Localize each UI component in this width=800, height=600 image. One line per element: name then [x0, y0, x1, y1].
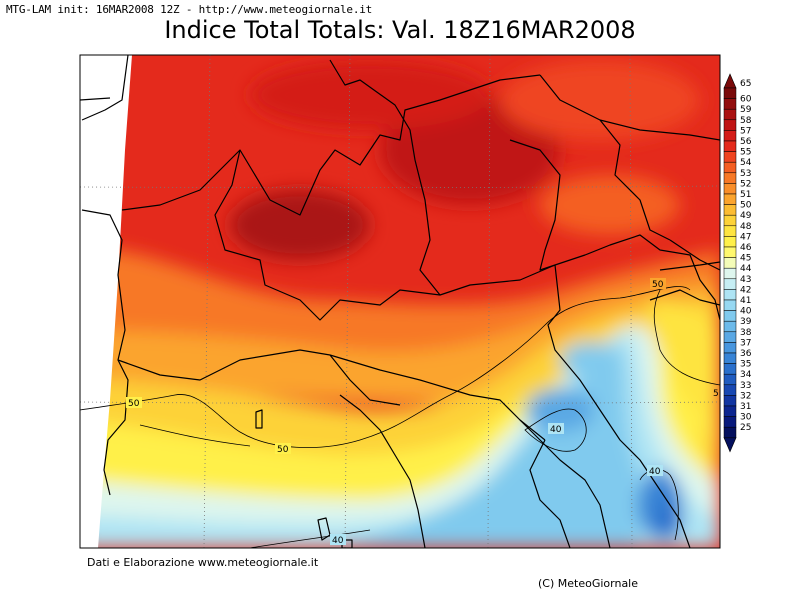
colorbar-swatch: [723, 320, 737, 333]
colorbar-swatch: [723, 151, 737, 163]
colorbar-label: 47: [740, 232, 751, 242]
colorbar-label: 59: [740, 105, 752, 115]
colorbar-swatch: [723, 267, 737, 280]
colorbar-swatch: [723, 98, 737, 110]
map-title: Indice Total Totals: Val. 18Z16MAR2008: [164, 16, 636, 44]
colorbar-swatch: [723, 278, 737, 290]
contour-label: 40: [550, 425, 562, 435]
colorbar-label: 56: [740, 137, 752, 147]
colorbar-swatch: [723, 214, 737, 227]
colorbar-label: 42: [740, 285, 751, 295]
init-info-line: MTG-LAM init: 16MAR2008 12Z - http://www…: [6, 3, 373, 16]
copyright-text: (C) MeteoGiornale: [538, 577, 639, 590]
map-frame: [79, 54, 721, 549]
colorbar-low-arrow: [723, 437, 737, 453]
colorbar-swatch: [723, 119, 737, 131]
colorbar-label: 31: [740, 402, 751, 412]
colorbar-label: 54: [740, 158, 752, 168]
borders: [80, 55, 720, 548]
colorbar-swatch: [723, 108, 737, 121]
colorbar-label: 53: [740, 169, 751, 179]
colorbar-swatch: [723, 130, 737, 142]
colorbar-label: 35: [740, 360, 751, 370]
colorbar-swatch: [723, 140, 737, 152]
contour-label: 40: [332, 536, 344, 546]
contour-label-group: 50 50 50 40 40 40 5: [126, 278, 719, 546]
colorbar-label: 57: [740, 126, 751, 136]
colorbar-swatch: [723, 257, 737, 269]
colorbar-label: 39: [740, 317, 752, 327]
contour-label: 50: [128, 399, 140, 409]
no-data-area: [80, 55, 132, 548]
map-field: [80, 55, 720, 548]
colorbar-label: 45: [740, 254, 751, 264]
colorbar-label: 44: [740, 264, 752, 274]
colorbar-label: 48: [740, 222, 752, 232]
contour-label: 5: [713, 389, 719, 399]
colorbar-swatch: [723, 87, 737, 99]
colorbar-swatch: [723, 299, 737, 311]
colorbar-swatch: [723, 352, 737, 364]
contour-label: 40: [649, 467, 661, 477]
field-bands: [80, 60, 720, 548]
colorbar-label: 34: [740, 370, 752, 380]
colorbar-label: 32: [740, 391, 751, 401]
colorbar-swatch: [723, 373, 737, 386]
colorbar-label: 60: [740, 95, 752, 105]
contour-label: 50: [652, 280, 664, 290]
colorbar-swatch: [723, 395, 737, 407]
contour-label: 50: [277, 445, 289, 455]
colorbar-swatch: [723, 289, 737, 301]
colorbar-swatch: [723, 331, 737, 343]
colorbar-swatch: [723, 310, 737, 322]
lat-lon-grid: [80, 55, 720, 548]
colorbar-swatch: [723, 161, 737, 174]
colorbar-label: 36: [740, 349, 752, 359]
colorbar-swatch: [723, 225, 737, 237]
colorbar-swatch: [723, 405, 737, 417]
colorbar-swatch: [723, 236, 737, 248]
colorbar-label: 51: [740, 190, 751, 200]
colorbar-swatch: [723, 342, 737, 354]
colorbar-swatch: [723, 416, 737, 428]
colorbar-swatch: [723, 183, 737, 195]
colorbar-label: 49: [740, 211, 752, 221]
colorbar-label: 43: [740, 275, 751, 285]
colorbar-label: 30: [740, 413, 752, 423]
colorbar-swatch: [723, 384, 737, 396]
colorbar-swatch: [723, 204, 737, 216]
colorbar-swatch: [723, 246, 737, 258]
colorbar: 65 60595857565554535251504948474645444342…: [723, 73, 752, 453]
colorbar-label: 46: [740, 243, 752, 253]
colorbar-label: 41: [740, 296, 751, 306]
colorbar-label: 33: [740, 381, 751, 391]
colorbar-label: 38: [740, 328, 752, 338]
colorbar-label: 55: [740, 148, 751, 158]
credits-text: Dati e Elaborazione www.meteogiornale.it: [87, 556, 319, 569]
colorbar-swatch: [723, 193, 737, 205]
colorbar-label: 50: [740, 201, 752, 211]
colorbar-swatch: [723, 426, 737, 439]
colorbar-label: 37: [740, 338, 751, 348]
colorbar-label: 25: [740, 423, 751, 433]
colorbar-label: 40: [740, 307, 752, 317]
colorbar-label: 58: [740, 116, 752, 126]
colorbar-label: 65: [740, 79, 751, 89]
colorbar-high-arrow: [723, 73, 737, 89]
colorbar-label: 52: [740, 179, 751, 189]
colorbar-swatch: [723, 363, 737, 375]
colorbar-swatch: [723, 172, 737, 184]
